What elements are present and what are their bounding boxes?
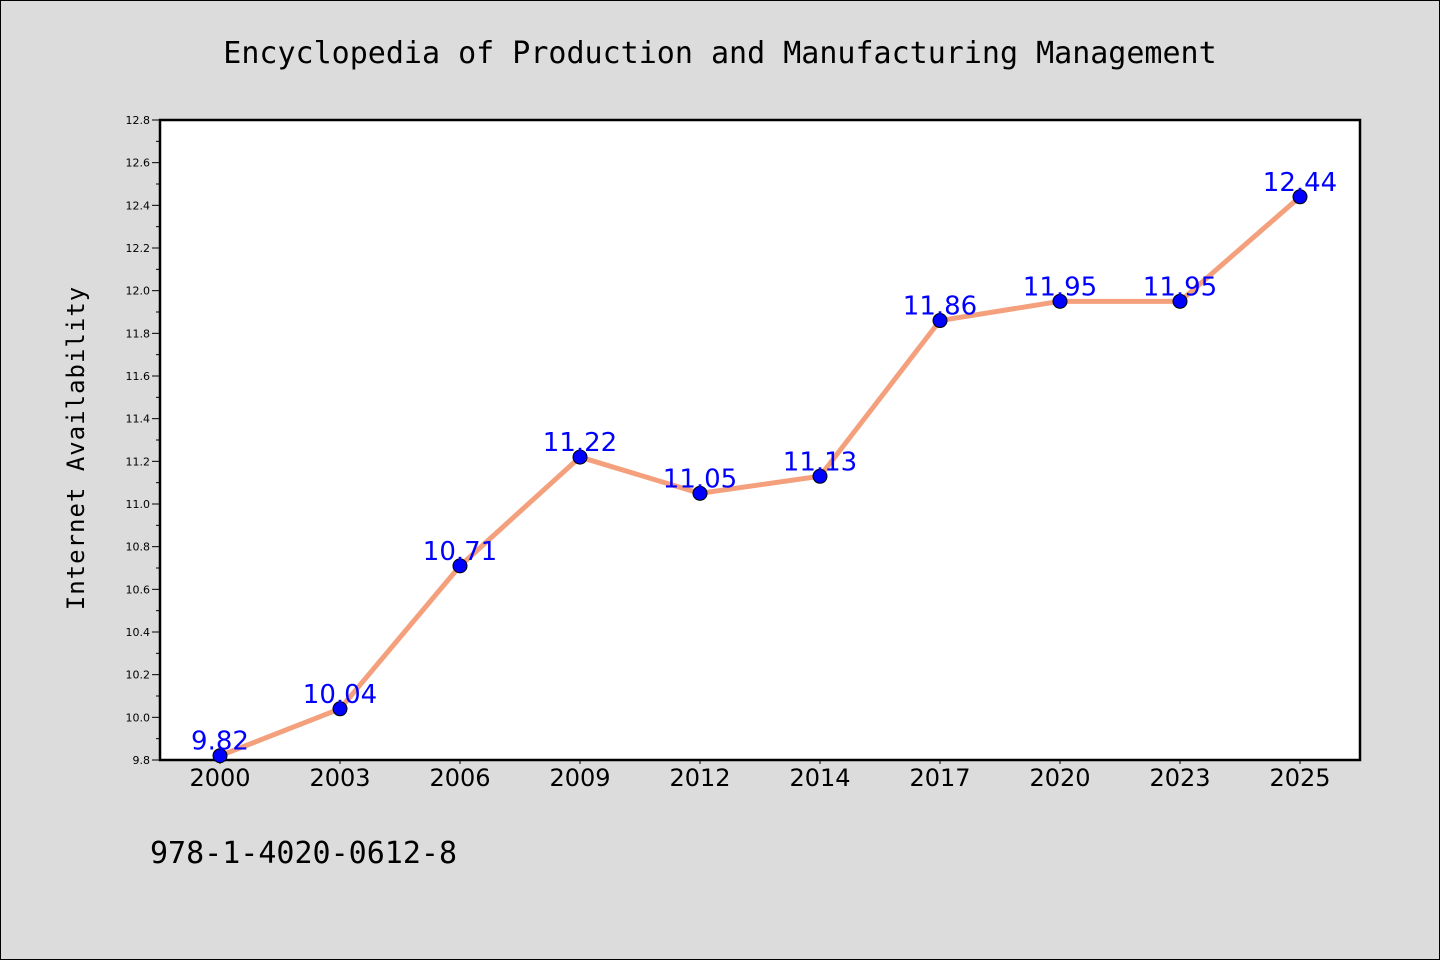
y-tick-label: 10.4 xyxy=(126,626,151,639)
series-line-path xyxy=(219,194,1302,759)
x-tick-label: 2000 xyxy=(189,764,250,792)
y-tick-label: 12.6 xyxy=(126,157,151,170)
x-tick-label: 2025 xyxy=(1269,764,1330,792)
y-tick-label: 9.8 xyxy=(133,754,151,767)
x-tick-label: 2020 xyxy=(1029,764,1090,792)
data-label: 10.71 xyxy=(423,537,497,567)
y-tick-label: 10.6 xyxy=(126,583,151,596)
data-labels: 9.82 10.04 10.71 11.22 11.05 11.13 11.86 11.95 1… xyxy=(191,168,1337,757)
data-point xyxy=(572,449,588,465)
y-tick-label: 11.8 xyxy=(126,327,151,340)
isbn-text: 978-1-4020-0612-8 xyxy=(150,836,457,871)
data-label: 11.22 xyxy=(543,428,617,458)
data-label: 11.95 xyxy=(1143,272,1217,302)
series-line xyxy=(219,194,1302,759)
x-tick-label: 2014 xyxy=(789,764,850,792)
y-tick-label: 11.6 xyxy=(126,370,151,383)
y-tick-label: 12.0 xyxy=(126,285,151,298)
data-label: 11.95 xyxy=(1023,272,1097,302)
x-tick-label: 2006 xyxy=(429,764,490,792)
series-markers xyxy=(212,189,1308,764)
y-tick-label: 11.2 xyxy=(126,455,151,468)
data-point xyxy=(812,468,828,484)
x-tick-label: 2012 xyxy=(669,764,730,792)
x-tick-label: 2003 xyxy=(309,764,370,792)
y-tick-label: 11.4 xyxy=(126,413,151,426)
data-point xyxy=(1052,293,1068,309)
chart-title: Encyclopedia of Production and Manufactu… xyxy=(223,36,1216,71)
x-tick-label: 2023 xyxy=(1149,764,1210,792)
data-point xyxy=(1172,293,1188,309)
y-axis-label: Internet Availability xyxy=(62,286,90,610)
data-label: 11.86 xyxy=(903,292,977,322)
y-tick-label: 12.4 xyxy=(126,199,151,212)
plot-area xyxy=(158,118,1362,762)
data-point xyxy=(1292,189,1308,205)
y-tick-label: 12.8 xyxy=(126,114,151,127)
data-point xyxy=(932,313,948,329)
data-point xyxy=(692,485,708,501)
x-tick-label: 2009 xyxy=(549,764,610,792)
data-label: 11.13 xyxy=(783,447,857,477)
data-point xyxy=(332,701,348,717)
data-point xyxy=(452,558,468,574)
data-label: 9.82 xyxy=(191,727,249,757)
x-axis-ticks: 2000 2003 2006 2009 2012 2014 2017 2020 2023 2025 xyxy=(189,760,1331,792)
y-axis-ticks: 9.8 10.0 10.2 10.4 10.6 10.8 11.0 11.2 11.4 11.6 1… xyxy=(126,114,160,767)
x-tick-label: 2017 xyxy=(909,764,970,792)
data-point xyxy=(212,748,228,764)
y-tick-label: 12.2 xyxy=(126,242,151,255)
y-tick-label: 10.8 xyxy=(126,541,151,554)
y-tick-label: 11.0 xyxy=(126,498,151,511)
data-label: 10.04 xyxy=(303,680,377,710)
data-label: 11.05 xyxy=(663,464,737,494)
y-tick-label: 10.2 xyxy=(126,669,151,682)
y-tick-label: 10.0 xyxy=(126,711,151,724)
data-label: 12.44 xyxy=(1263,168,1337,198)
